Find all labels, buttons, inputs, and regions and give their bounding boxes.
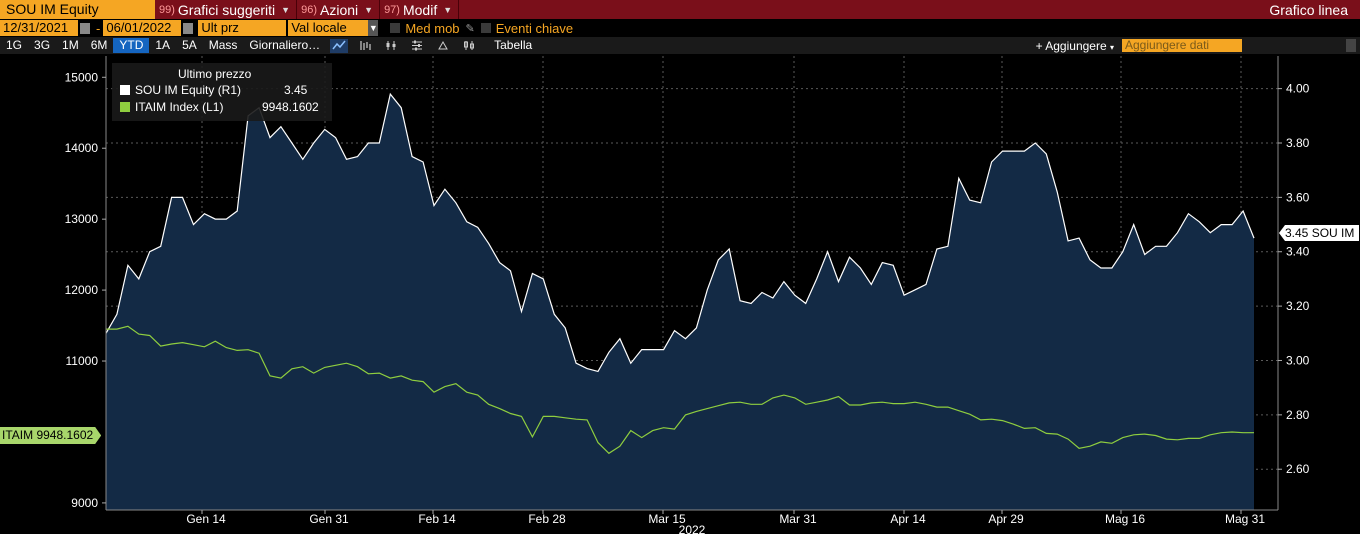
line-chart-icon[interactable] [330,38,349,53]
last-price-tag-sou: 3.45 SOU IM [1279,225,1360,241]
series-line-1 [106,325,1254,455]
left-tick-label: 15000 [65,70,99,84]
menu-actions[interactable]: 96) Azioni ▼ [297,0,381,19]
right-tick-label: 3.40 [1286,245,1310,259]
last-price-tag-itaim: ITAIM 9948.1602 [0,427,101,444]
calendar-icon[interactable] [183,22,194,34]
legend-label: ITAIM Index (L1) [135,100,224,114]
x-tick-label: Mar 31 [779,512,817,526]
legend-title: Ultimo prezzo [178,67,252,81]
menu-label: Grafici suggeriti [177,1,276,18]
right-tick-label: 2.80 [1286,408,1310,422]
date-separator: - [96,20,101,36]
moving-average-checkbox[interactable] [390,23,401,33]
period-5a[interactable]: 5A [182,38,197,52]
legend-label: SOU IM Equity (R1) [135,83,242,97]
menu-edit[interactable]: 97) Modif ▼ [380,0,460,19]
settings-icon[interactable] [408,39,426,53]
candlestick-icon[interactable] [382,39,400,53]
price-field-select[interactable]: Ult prz [198,20,287,36]
key-events-checkbox[interactable] [480,23,491,33]
right-tick-label: 4.00 [1286,82,1310,96]
legend-value-sou: 3.45 [284,83,308,97]
menu-label: Modif [402,1,438,18]
right-tick-label: 3.00 [1286,353,1310,367]
x-tick-label: Feb 14 [418,512,456,526]
add-label: + Aggiungere [1035,38,1107,53]
security-field[interactable]: SOU IM Equity [0,0,155,19]
top-menu-bar: SOU IM Equity 99) Grafici suggeriti ▼ 96… [0,0,1360,19]
right-tick-label: 3.60 [1286,190,1310,204]
period-6m[interactable]: 6M [90,38,108,52]
chart-type-title: Grafico linea [1269,1,1348,18]
right-tick-label: 3.20 [1286,299,1310,313]
period-1g[interactable]: 1G [6,38,23,52]
legend-swatch [120,102,130,112]
chart-axes: 9000 11000 12000 13000 14000 15000 2.60 2.80 3.0… [65,56,1310,534]
menu-number: 99) [159,3,175,16]
period-3g[interactable]: 3G [34,38,51,52]
x-tick-label: Gen 31 [309,512,349,526]
table-button[interactable]: Tabella [494,38,533,52]
add-button[interactable]: + Aggiungere ▾ [1028,39,1122,53]
frequency-select[interactable]: Giornaliero… [249,38,321,52]
x-tick-label: Mar 15 [648,512,686,526]
add-data-input[interactable]: Aggiungere dati [1122,39,1242,52]
menu-suggested-charts[interactable]: 99) Grafici suggeriti ▼ [155,0,298,19]
calendar-icon[interactable] [80,22,90,34]
scroll-button[interactable] [1346,39,1356,52]
legend-value-itaim: 9948.1602 [262,100,319,114]
left-tick-label: 14000 [65,141,99,155]
period-max[interactable]: Mass [208,38,238,52]
x-tick-label: Apr 14 [890,512,926,526]
menu-number: 96) [301,3,317,16]
menu-number: 97) [384,3,400,16]
chart-lines [105,92,1255,455]
left-tick-label: 12000 [65,283,99,297]
chevron-down-icon: ▼ [443,4,453,15]
end-date-field[interactable]: 06/01/2022 [103,20,182,36]
currency-select[interactable]: Val locale [288,20,369,36]
chevron-down-icon[interactable]: ▼ [368,20,379,36]
right-tick-label: 2.60 [1286,462,1310,476]
left-tick-label: 9000 [71,496,98,510]
settings-bar: 12/31/2021 - 06/01/2022 Ult prz Val loca… [0,19,1360,37]
key-events-label: Eventi chiave [495,20,574,36]
x-tick-label: Apr 29 [988,512,1024,526]
legend-row-sou[interactable]: SOU IM Equity (R1) [120,83,241,97]
start-date-field[interactable]: 12/31/2021 [0,20,78,36]
x-year-label: 2022 [679,523,706,534]
legend-swatch [120,85,130,95]
legend-row-itaim[interactable]: ITAIM Index (L1) [120,100,223,114]
series-area-0 [106,94,1254,510]
frequency-label: Giornaliero [249,38,309,52]
chevron-down-icon: ▾ [1109,42,1114,52]
period-1m[interactable]: 1M [62,38,79,52]
chevron-down-icon: ▼ [281,4,291,15]
period-ytd[interactable]: YTD [113,38,150,53]
price-chart[interactable]: 9000 11000 12000 13000 14000 15000 2.60 2.80 3.0… [0,54,1360,534]
right-tick-label: 3.80 [1286,136,1310,150]
period-toolbar: 1G 3G 1M 6M YTD 1A 5A Mass Giornaliero… … [0,37,1360,54]
studies-icon[interactable] [460,39,478,53]
series-line-0 [105,92,1255,373]
bar-chart-icon[interactable] [356,39,374,53]
chart-areas [106,94,1254,510]
pencil-icon[interactable]: ✎ [465,22,475,35]
chevron-down-icon: ▼ [364,4,374,15]
chart-legend: Ultimo prezzo SOU IM Equity (R1) 3.45 IT… [112,63,332,121]
left-tick-label: 11000 [66,354,99,368]
compare-icon[interactable] [434,39,452,53]
x-tick-label: Mag 31 [1225,512,1265,526]
menu-label: Azioni [320,1,359,18]
left-tick-label: 13000 [65,212,99,226]
x-tick-label: Gen 14 [186,512,226,526]
x-tick-label: Feb 28 [528,512,566,526]
x-tick-label: Mag 16 [1105,512,1145,526]
period-1a[interactable]: 1A [155,38,171,52]
moving-average-label: Med mob [405,20,460,36]
